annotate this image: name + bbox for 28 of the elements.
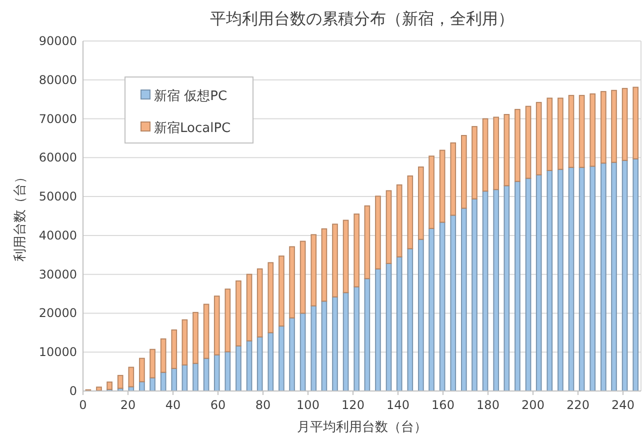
x-tick-label: 100 [296,398,320,412]
chart-title: 平均利用台数の累積分布（新宿，全利用） [210,9,514,28]
y-tick-label: 70000 [38,112,77,126]
y-tick-label: 0 [69,384,77,398]
y-tick-label: 40000 [38,228,77,242]
x-tick-label: 0 [79,398,87,412]
y-tick-label: 60000 [38,150,77,165]
x-tick-label: 60 [210,398,226,412]
x-tick-label: 140 [386,398,410,412]
x-tick-label: 220 [566,398,590,412]
x-tick-label: 240 [612,398,634,412]
y-tick-label: 80000 [38,72,77,87]
legend-label: 新宿 仮想PC [154,88,228,104]
y-tick-label: 20000 [38,306,77,320]
x-tick-label: 180 [476,398,500,412]
y-tick-label: 30000 [38,267,77,282]
x-tick-label: 40 [165,398,181,412]
y-tick-label: 50000 [38,190,77,204]
x-tick-label: 160 [432,398,454,412]
legend-label: 新宿LocalPC [154,120,231,136]
x-tick-label: 120 [342,398,364,412]
x-axis-title: 月平均利用台数（台） [297,420,427,435]
y-tick-label: 10000 [38,345,77,360]
x-tick-label: 200 [522,398,544,412]
y-axis-title: 利用台数（台） [13,170,28,262]
x-tick-label: 80 [255,398,271,412]
y-tick-label: 90000 [38,34,77,48]
x-tick-label: 20 [120,398,136,412]
